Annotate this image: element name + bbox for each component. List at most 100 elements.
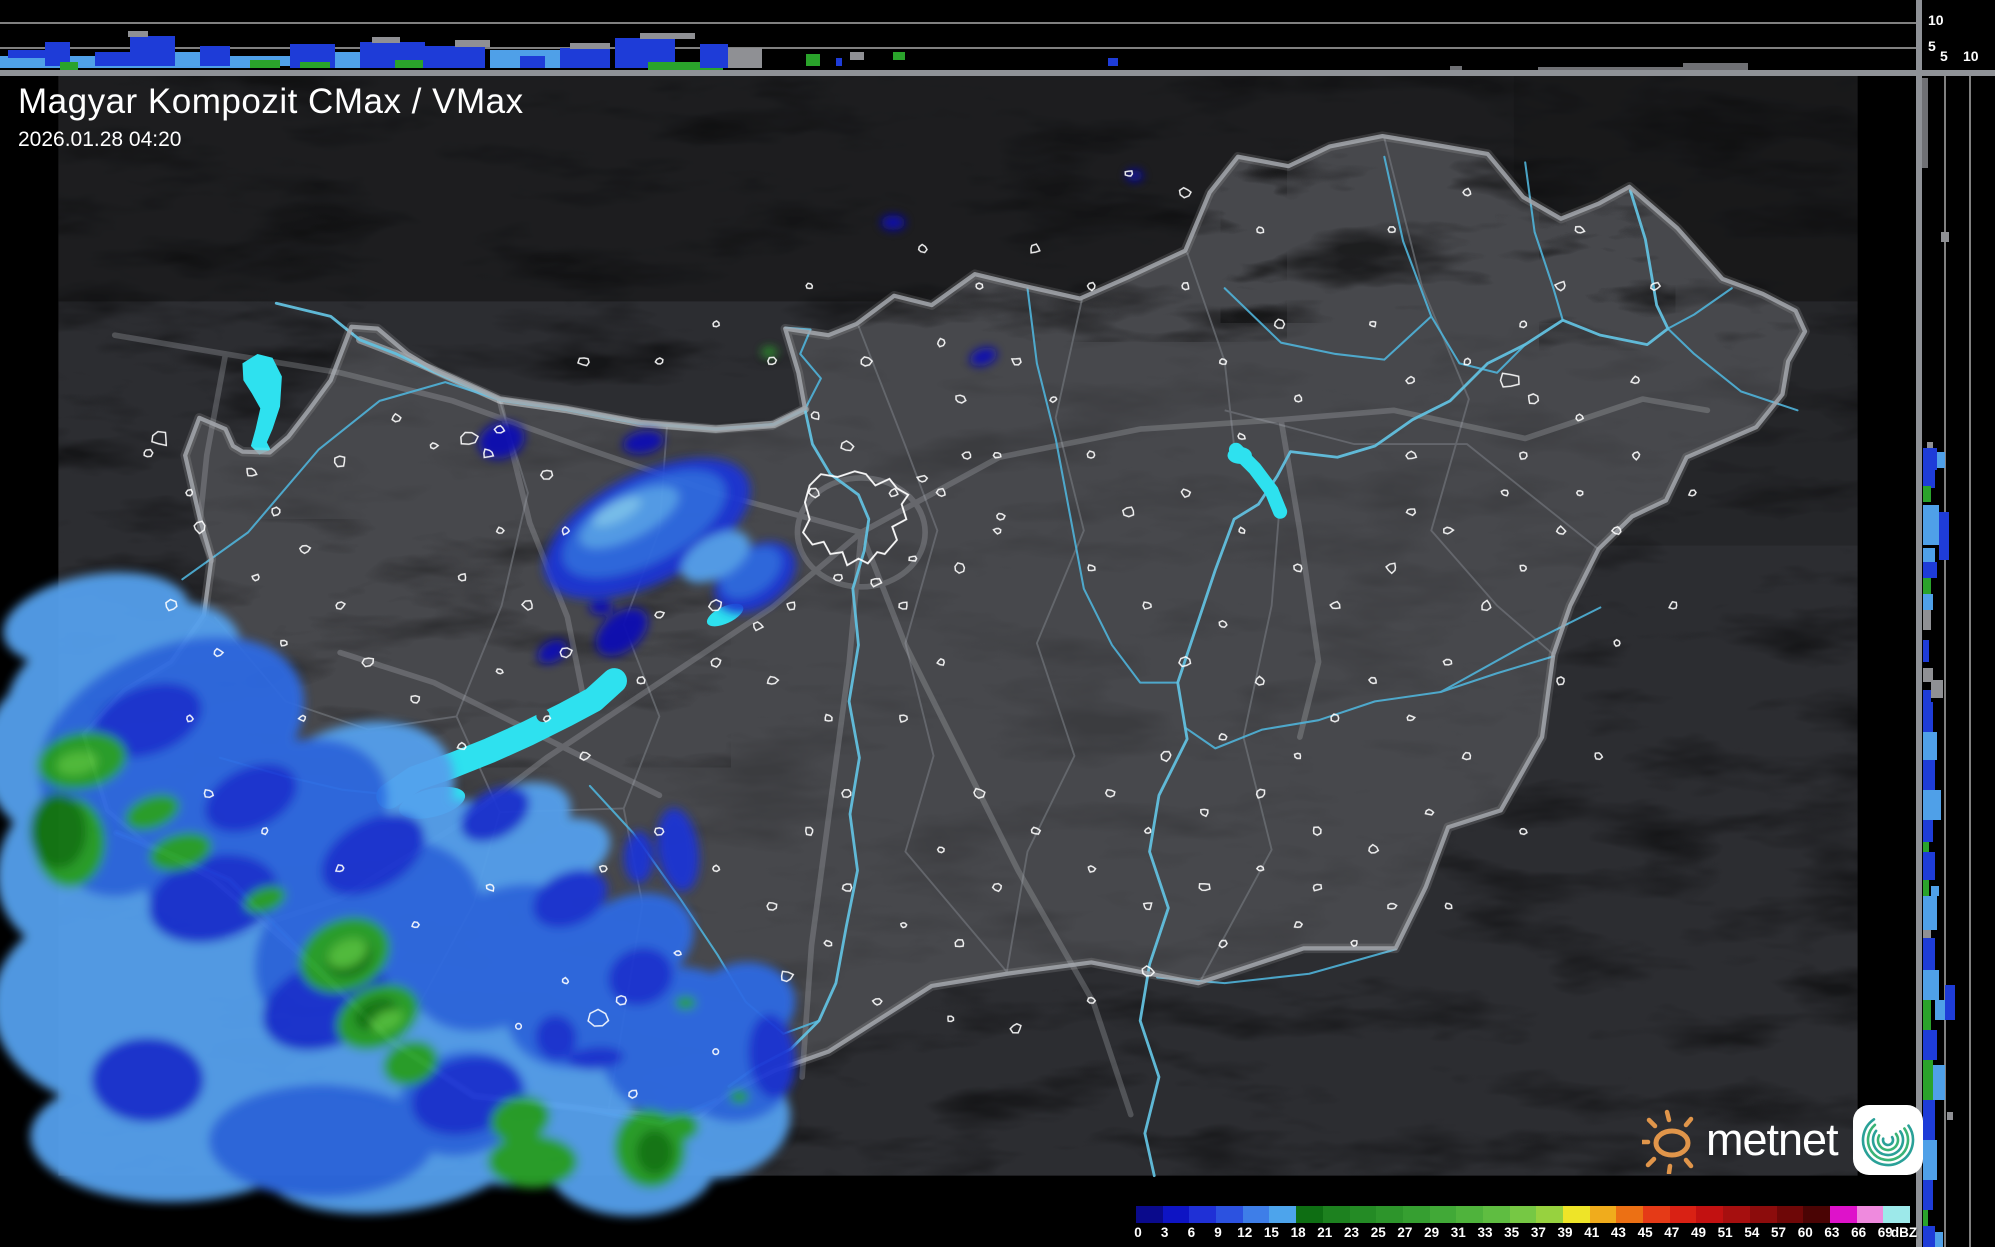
colorbar-tick-label: 12 bbox=[1237, 1225, 1253, 1240]
town-outline bbox=[936, 846, 945, 854]
right-strip-echo bbox=[1923, 880, 1929, 896]
precip-blob bbox=[681, 530, 750, 583]
town-outline bbox=[824, 713, 833, 722]
precip-blob bbox=[478, 421, 525, 459]
town-outline bbox=[1293, 752, 1302, 760]
town-outline bbox=[1519, 451, 1528, 460]
town-outline bbox=[587, 1008, 610, 1027]
town-outline bbox=[1141, 965, 1156, 977]
precip-blob bbox=[490, 1096, 551, 1143]
town-outline bbox=[483, 448, 495, 459]
town-outline bbox=[973, 787, 986, 799]
right-strip-echo bbox=[1923, 1180, 1933, 1210]
town-outline bbox=[1575, 490, 1584, 497]
right-strip-echo bbox=[1923, 732, 1937, 760]
title-block: Magyar Kompozit CMax / VMax 2026.01.28 0… bbox=[18, 82, 524, 152]
town-outline bbox=[213, 647, 225, 658]
precip-blob bbox=[460, 786, 530, 842]
town-outline bbox=[514, 1022, 523, 1030]
precip-blob bbox=[593, 497, 641, 527]
colorbar-segment bbox=[1189, 1206, 1217, 1223]
top-strip-echo bbox=[1450, 66, 1462, 70]
town-outline bbox=[1049, 396, 1058, 404]
town-outline bbox=[653, 827, 665, 836]
top-strip-echo bbox=[700, 44, 728, 68]
top-strip-echo bbox=[728, 48, 762, 68]
colorbar-tick-label: 25 bbox=[1370, 1225, 1386, 1240]
town-outline bbox=[991, 882, 1003, 893]
radar-map bbox=[0, 76, 1916, 1247]
town-outline bbox=[841, 789, 852, 798]
dbz-colorbar: 0 3 6 9 12 15 18 21 23 25 27 29 31 33 35 37 39 41 43 45 47 49… bbox=[1134, 1206, 1917, 1244]
town-outline bbox=[151, 430, 168, 447]
precip-blob bbox=[208, 1084, 435, 1198]
precip-blob bbox=[56, 751, 98, 776]
town-outline bbox=[947, 1015, 955, 1023]
town-outline bbox=[766, 901, 778, 911]
town-outline bbox=[780, 970, 795, 983]
town-outline bbox=[559, 647, 574, 659]
precip-blob bbox=[371, 1009, 403, 1032]
right-strip-echo bbox=[1935, 1000, 1945, 1020]
town-outline bbox=[1367, 676, 1377, 685]
precip-blob bbox=[675, 996, 697, 1010]
precip-blob bbox=[383, 1040, 439, 1086]
town-outline bbox=[908, 555, 918, 562]
colorbar-segment bbox=[1296, 1206, 1323, 1223]
right-strip-echo bbox=[1923, 938, 1935, 970]
dbz-colorbar-segments bbox=[1136, 1206, 1910, 1223]
town-outline bbox=[805, 826, 814, 837]
town-outline bbox=[955, 394, 967, 404]
town-outline bbox=[1329, 600, 1341, 610]
colorbar-segment bbox=[1723, 1206, 1750, 1223]
town-outline bbox=[1668, 600, 1678, 610]
colorbar-segment bbox=[1216, 1206, 1243, 1223]
right-strip-echo bbox=[1923, 1060, 1933, 1105]
road-network bbox=[111, 332, 1711, 1118]
colorbar-tick-label: 27 bbox=[1397, 1225, 1413, 1240]
precip-blob bbox=[535, 1015, 577, 1061]
colorbar-tick-label: 43 bbox=[1610, 1225, 1626, 1240]
town-outline bbox=[1142, 601, 1152, 610]
town-outline bbox=[1030, 243, 1041, 254]
right-strip-echo bbox=[1947, 1112, 1953, 1120]
colorbar-tick-label: 57 bbox=[1771, 1225, 1787, 1240]
colorbar-tick-label: 9 bbox=[1214, 1225, 1222, 1240]
right-strip-echo bbox=[1923, 970, 1939, 1000]
top-strip-echo bbox=[60, 62, 78, 70]
top-height-projection-strip bbox=[0, 0, 1916, 71]
top-strip-gridlines bbox=[0, 22, 1916, 49]
metnet-logo[interactable]: metnet bbox=[1642, 1100, 1924, 1180]
precip-blob bbox=[328, 938, 368, 968]
town-outline bbox=[711, 864, 721, 873]
town-outline bbox=[1086, 450, 1096, 459]
town-outline bbox=[1273, 318, 1286, 329]
right-strip-echo bbox=[1941, 232, 1949, 242]
right-strip-echo bbox=[1935, 1232, 1943, 1247]
town-outline bbox=[1143, 826, 1152, 834]
colorbar-tick-label: 63 bbox=[1824, 1225, 1840, 1240]
town-outline bbox=[1312, 883, 1323, 892]
town-outline bbox=[1687, 489, 1697, 497]
town-outline bbox=[767, 356, 778, 366]
top-strip-echo bbox=[130, 36, 175, 66]
colorbar-segment bbox=[1349, 1206, 1377, 1223]
town-outline bbox=[860, 356, 874, 367]
town-outline bbox=[975, 282, 984, 290]
precip-blob bbox=[579, 486, 679, 549]
town-outline bbox=[915, 474, 929, 483]
town-outline bbox=[766, 675, 780, 685]
right-strip-echo bbox=[1922, 78, 1928, 168]
top-axis-label-10: 10 bbox=[1928, 12, 1944, 28]
town-outline bbox=[1293, 394, 1303, 403]
precip-blob bbox=[93, 683, 202, 758]
right-strip-echo bbox=[1923, 1100, 1935, 1140]
town-outline bbox=[654, 610, 666, 619]
right-strip-echo bbox=[1923, 594, 1933, 610]
colorbar-tick-label: 35 bbox=[1504, 1225, 1520, 1240]
town-outline bbox=[823, 939, 833, 947]
town-outline bbox=[615, 995, 628, 1006]
town-outline bbox=[1350, 939, 1358, 947]
town-outline bbox=[1238, 526, 1246, 534]
town-outline bbox=[1293, 921, 1304, 929]
